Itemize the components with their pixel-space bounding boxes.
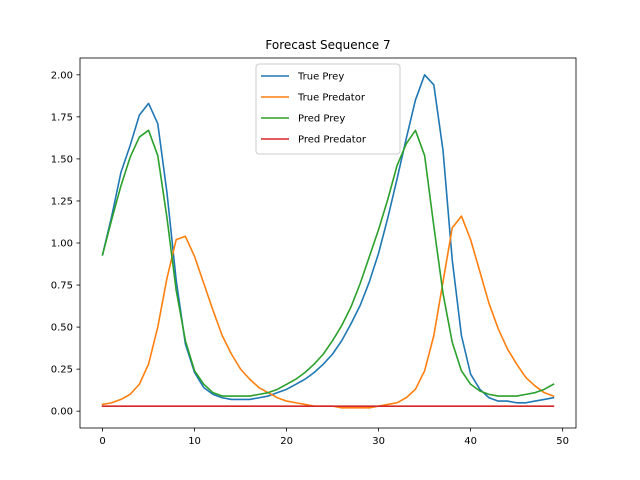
y-tick-label: 0.75 (51, 281, 73, 292)
y-tick-label: 2.00 (51, 70, 73, 81)
legend-label: Pred Prey (298, 114, 345, 125)
y-tick-label: 0.50 (51, 323, 73, 334)
series-layer (101, 74, 555, 409)
x-tick-label: 30 (372, 436, 385, 447)
x-tick-label: 50 (556, 436, 569, 447)
series-line-true-prey (101, 74, 555, 404)
y-tick-label: 0.00 (51, 407, 73, 418)
x-tick-label: 20 (280, 436, 293, 447)
ticks-layer: 0 10 20 30 40 50 0.00 0.25 0.50 0.75 1.00 1.25 1.50 1… (51, 70, 569, 447)
y-tick-label: 1.50 (51, 154, 73, 165)
x-tick-label: 0 (99, 436, 105, 447)
plot-area-frame (79, 57, 577, 429)
series-line-pred-prey (101, 129, 555, 397)
y-tick-label: 1.75 (51, 112, 73, 123)
x-tick-label: 40 (464, 436, 477, 447)
legend-box (255, 63, 401, 155)
y-tick-label: 0.25 (51, 365, 73, 376)
legend: True Prey True Predator Pred Prey Pred Pred… (255, 63, 401, 155)
chart-title: Forecast Sequence 7 (265, 38, 390, 52)
legend-label: Pred Predator (298, 135, 367, 146)
x-tick-label: 10 (188, 436, 201, 447)
y-tick-label: 1.25 (51, 196, 73, 207)
y-tick-label: 1.00 (51, 239, 73, 250)
legend-label: True Prey (297, 72, 344, 83)
legend-label: True Predator (297, 93, 366, 104)
